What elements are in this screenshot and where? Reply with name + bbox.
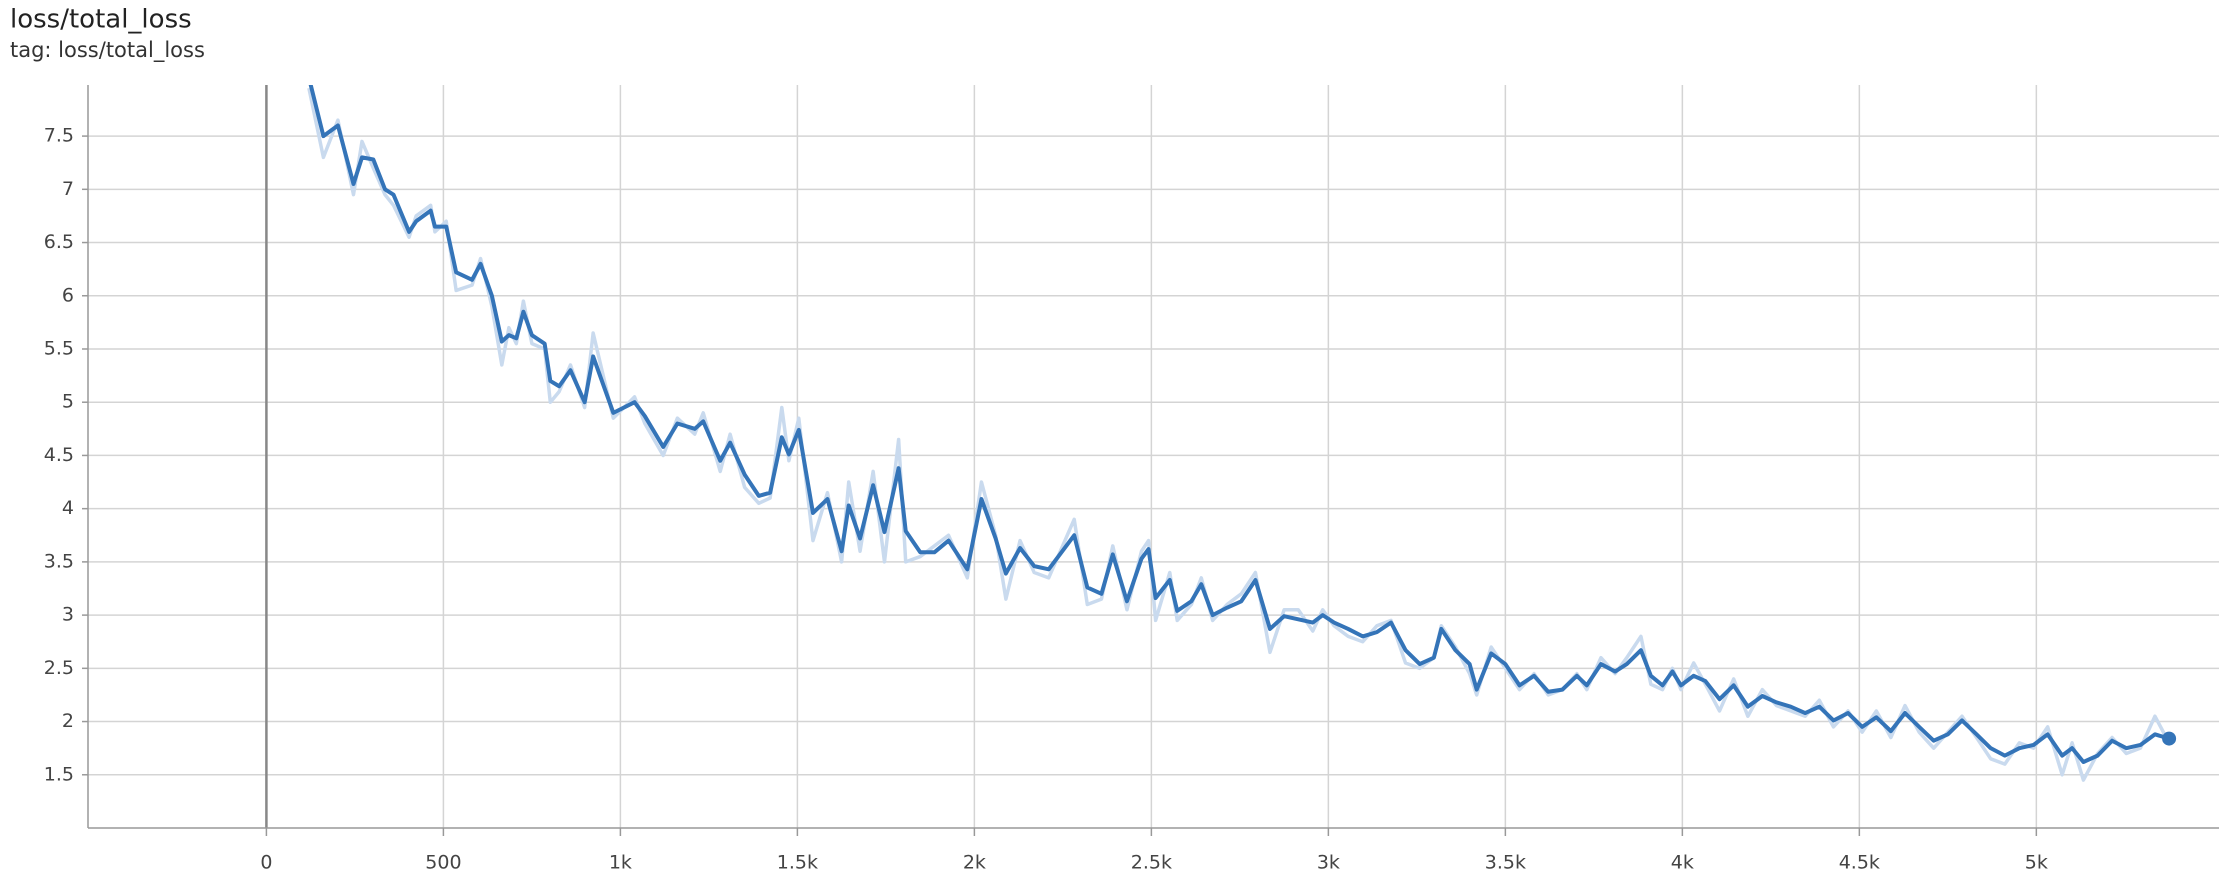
y-tick-label: 1.5 [44,763,74,785]
y-tick-label: 4 [62,497,74,519]
series-group [307,85,2171,782]
x-tick-label: 3.5k [1485,852,1526,874]
x-tick-label: 2.5k [1131,852,1172,874]
y-tick-label: 3.5 [44,550,74,572]
y-tick-label: 2 [62,710,74,732]
x-tick-label: 0 [260,852,272,874]
chart-title: loss/total_loss [10,5,192,35]
x-tick-label: 500 [425,852,461,874]
grid: 1.5 2 2.5 3 3.5 4 4.5 5 5.5 6 6.5 7 7.5 0 500 1k 1.5k 2k 2… [44,85,2219,874]
y-tick-label: 6 [62,284,74,306]
x-tick-label: 5k [2025,852,2048,874]
chart-subtitle: tag: loss/total_loss [10,38,205,63]
y-tick-label: 2.5 [44,657,74,679]
y-tick-label: 4.5 [44,444,74,466]
y-tick-label: 5 [62,391,74,413]
last-point [2162,731,2177,746]
x-tick-label: 2k [963,852,986,874]
y-tick-label: 6.5 [44,231,74,253]
x-tick-label: 1.5k [777,852,818,874]
y-tick-label: 7 [62,178,74,200]
series-line [308,85,2170,764]
series-line [307,87,2171,782]
y-tick-label: 7.5 [44,125,74,147]
x-tick-label: 4.5k [1839,852,1880,874]
y-tick-label: 3 [62,604,74,626]
x-tick-label: 4k [1671,852,1694,874]
y-tick-label: 5.5 [44,337,74,359]
x-tick-label: 1k [609,852,632,874]
x-tick-label: 3k [1317,852,1340,874]
